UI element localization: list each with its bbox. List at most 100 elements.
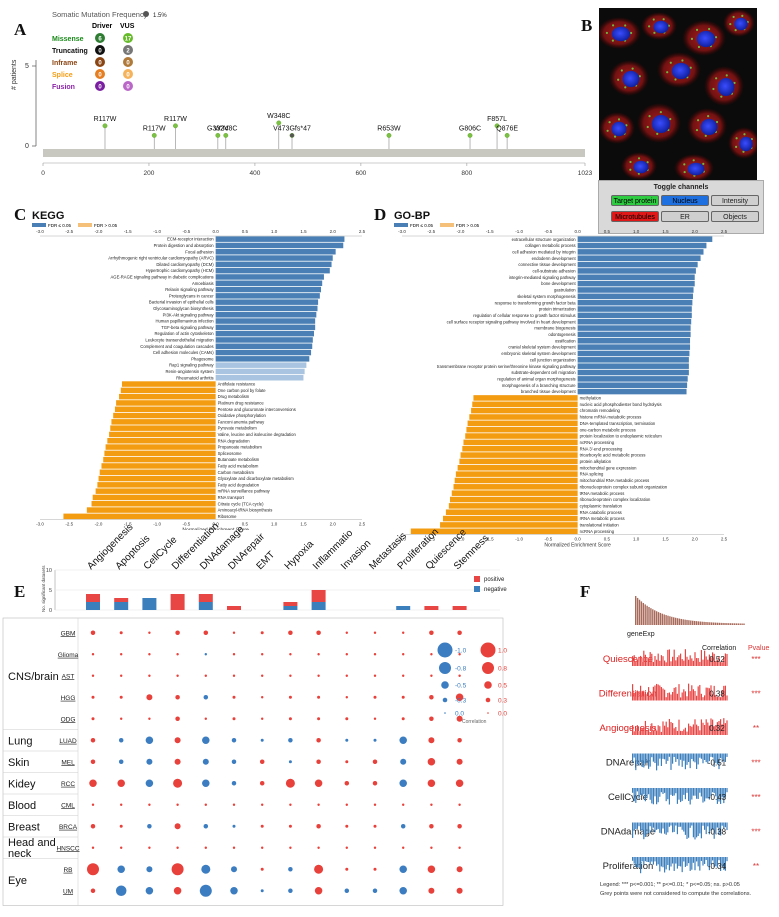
correlation-dot[interactable]: [260, 738, 264, 742]
correlation-dot[interactable]: [458, 674, 461, 677]
enrichment-bar[interactable]: [577, 363, 689, 369]
correlation-dot[interactable]: [175, 695, 180, 700]
enrichment-bar[interactable]: [453, 484, 578, 490]
correlation-dot[interactable]: [147, 824, 152, 829]
enrichment-bar[interactable]: [215, 293, 320, 299]
correlation-dot[interactable]: [344, 781, 350, 786]
enrichment-bar[interactable]: [577, 268, 696, 274]
correlation-dot[interactable]: [427, 865, 436, 874]
correlation-dot[interactable]: [345, 846, 348, 849]
enrichment-bar[interactable]: [457, 465, 578, 471]
enrichment-bar[interactable]: [577, 255, 701, 261]
correlation-dot[interactable]: [289, 803, 292, 806]
correlation-dot[interactable]: [231, 738, 237, 743]
enrichment-bar[interactable]: [107, 438, 216, 444]
correlation-dot[interactable]: [288, 760, 292, 764]
correlation-dot[interactable]: [120, 846, 123, 849]
correlation-dot[interactable]: [458, 653, 461, 656]
correlation-dot[interactable]: [91, 674, 95, 677]
enrichment-bar[interactable]: [577, 382, 688, 388]
correlation-dot[interactable]: [231, 866, 237, 873]
mutation-lollipop-head[interactable]: [102, 123, 108, 129]
correlation-dot[interactable]: [204, 674, 207, 677]
correlation-dot[interactable]: [399, 865, 407, 874]
enrichment-bar[interactable]: [215, 343, 313, 350]
mutation-lollipop-head[interactable]: [494, 123, 500, 129]
correlation-dot[interactable]: [232, 717, 236, 721]
enrichment-bar[interactable]: [577, 280, 695, 287]
enrichment-bar[interactable]: [110, 425, 216, 431]
correlation-dot[interactable]: [230, 887, 238, 895]
correlation-dot[interactable]: [344, 888, 350, 894]
correlation-dot[interactable]: [373, 846, 377, 849]
enrichment-bar[interactable]: [215, 267, 330, 274]
correlation-dot[interactable]: [345, 803, 348, 806]
correlation-dot[interactable]: [87, 863, 99, 876]
correlation-dot[interactable]: [314, 779, 323, 788]
correlation-dot[interactable]: [399, 779, 407, 788]
correlation-dot[interactable]: [202, 736, 210, 745]
correlation-dot[interactable]: [202, 779, 210, 788]
correlation-dot[interactable]: [317, 717, 321, 721]
correlation-dot[interactable]: [429, 824, 434, 829]
objects-button[interactable]: Objects: [711, 211, 759, 222]
correlation-dot[interactable]: [90, 738, 96, 743]
correlation-dot[interactable]: [457, 824, 462, 829]
correlation-dot[interactable]: [91, 803, 95, 806]
mutation-lollipop-head[interactable]: [504, 132, 510, 138]
enrichment-bar[interactable]: [577, 325, 691, 331]
correlation-dot[interactable]: [148, 717, 151, 720]
correlation-dot[interactable]: [314, 887, 323, 895]
correlation-dot[interactable]: [204, 717, 207, 720]
correlation-dot[interactable]: [317, 653, 320, 656]
correlation-dot[interactable]: [145, 887, 154, 895]
dataset-label[interactable]: AST: [62, 673, 75, 680]
correlation-dot[interactable]: [176, 674, 179, 677]
dataset-label[interactable]: LUAD: [59, 738, 77, 745]
correlation-dot[interactable]: [288, 867, 293, 872]
enrichment-bar[interactable]: [577, 261, 698, 268]
enrichment-bar[interactable]: [410, 528, 578, 535]
correlation-dot[interactable]: [146, 758, 153, 765]
dataset-label[interactable]: ODG: [61, 716, 76, 723]
correlation-dot[interactable]: [317, 695, 321, 699]
correlation-dot[interactable]: [345, 760, 349, 764]
enrichment-bar[interactable]: [95, 488, 216, 494]
enrichment-bar[interactable]: [215, 249, 336, 255]
correlation-dot[interactable]: [176, 803, 179, 806]
correlation-dot[interactable]: [204, 803, 207, 806]
correlation-dot[interactable]: [345, 631, 348, 634]
correlation-dot[interactable]: [232, 674, 236, 677]
correlation-dot[interactable]: [175, 630, 180, 636]
correlation-dot[interactable]: [317, 674, 320, 677]
correlation-dot[interactable]: [285, 778, 295, 788]
correlation-dot[interactable]: [260, 889, 264, 893]
correlation-dot[interactable]: [174, 737, 181, 744]
correlation-dot[interactable]: [261, 653, 264, 656]
correlation-dot[interactable]: [203, 824, 209, 829]
enrichment-bar[interactable]: [577, 312, 692, 319]
correlation-dot[interactable]: [231, 759, 237, 765]
correlation-dot[interactable]: [373, 653, 377, 656]
enrichment-bar[interactable]: [455, 471, 578, 477]
enrichment-bar[interactable]: [215, 312, 317, 318]
enrichment-bar[interactable]: [215, 286, 322, 293]
mutation-lollipop-head[interactable]: [223, 132, 229, 138]
correlation-dot[interactable]: [456, 866, 463, 873]
correlation-dot[interactable]: [401, 695, 405, 699]
enrichment-bar[interactable]: [577, 299, 693, 306]
correlation-dot[interactable]: [427, 779, 436, 788]
correlation-dot[interactable]: [176, 653, 179, 656]
correlation-dot[interactable]: [120, 803, 123, 806]
enrichment-bar[interactable]: [92, 494, 216, 501]
correlation-dot[interactable]: [456, 758, 463, 765]
correlation-dot[interactable]: [201, 864, 211, 874]
enrichment-bar[interactable]: [454, 477, 578, 484]
microtubules-button[interactable]: Microtubules: [611, 211, 659, 222]
correlation-dot[interactable]: [345, 867, 349, 871]
correlation-dot[interactable]: [90, 630, 96, 636]
correlation-dot[interactable]: [203, 695, 209, 700]
enrichment-bar[interactable]: [577, 376, 688, 382]
mutation-lollipop-head[interactable]: [289, 132, 295, 138]
enrichment-bar[interactable]: [215, 362, 307, 368]
